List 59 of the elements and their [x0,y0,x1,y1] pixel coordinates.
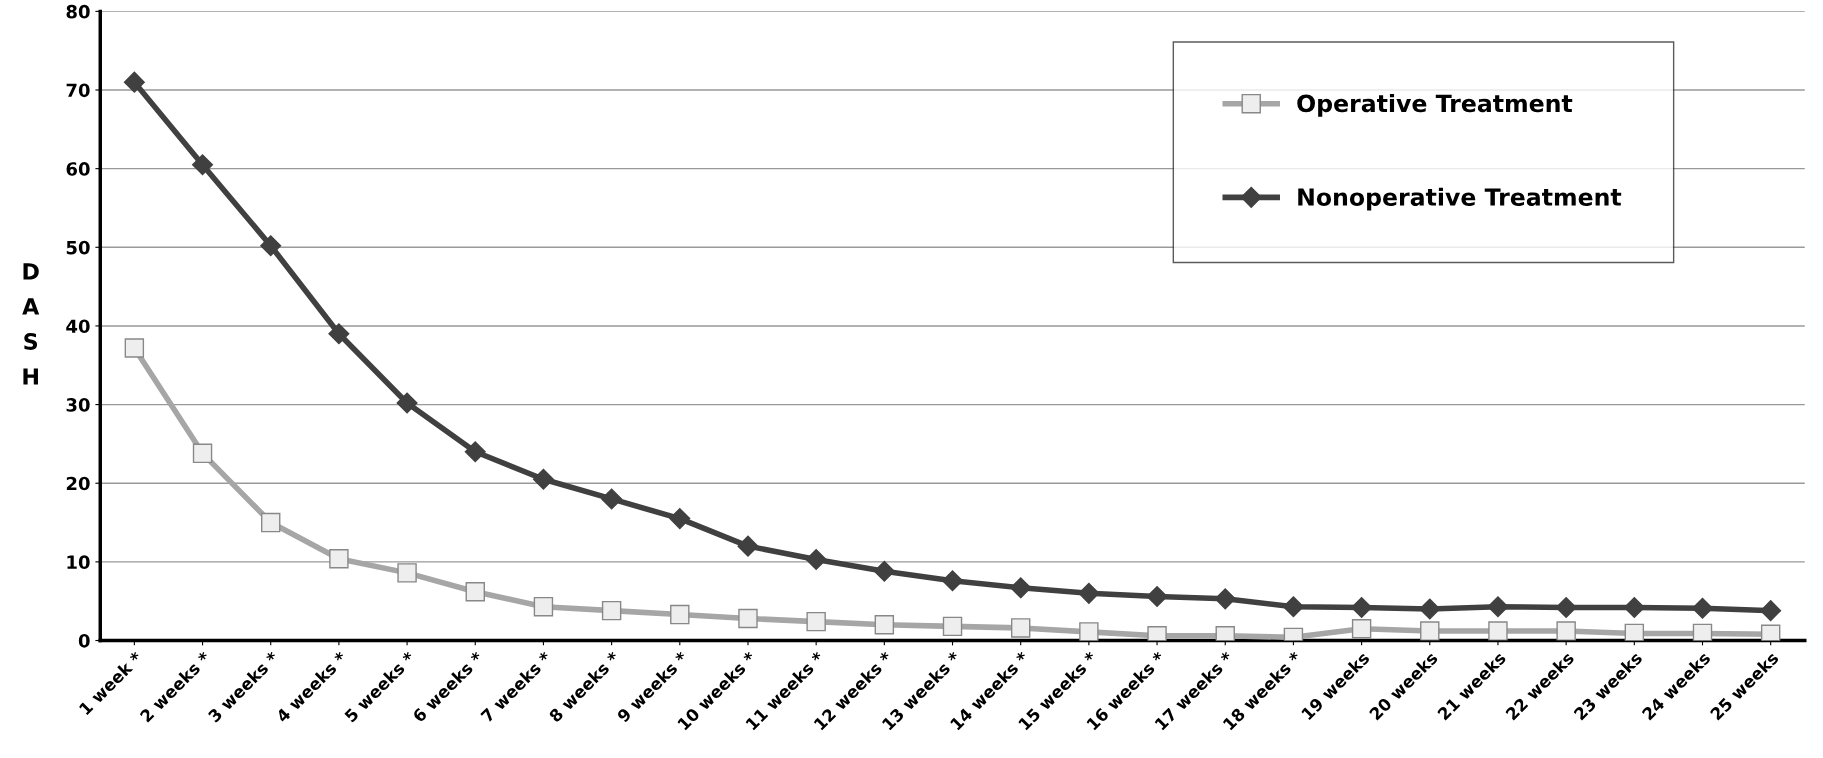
point [1010,577,1032,599]
y-axis-title: D A S H [22,263,40,385]
point [1692,623,1713,641]
point [1555,596,1577,618]
point [1419,598,1441,620]
point [669,508,691,530]
point [1624,623,1645,641]
y-tick-label: 20 [66,476,90,491]
point [1488,621,1508,641]
point [1078,582,1100,604]
point [874,615,895,635]
point [805,548,827,571]
point [1146,585,1168,607]
y-tick-label: 30 [66,398,90,412]
point [532,468,554,490]
point [1079,622,1099,641]
y-tick-label: 70 [66,83,90,98]
point [942,570,964,592]
point [464,441,486,463]
point [1282,596,1304,618]
y-tick-label: 50 [66,240,90,255]
point [1010,618,1031,638]
point [192,154,214,176]
point [329,548,349,569]
point [123,71,145,93]
point [465,582,485,602]
point [192,443,213,464]
point [1760,600,1782,622]
point [1214,588,1236,610]
y-tick-label: 60 [66,162,90,176]
y-tick-label: 80 [66,4,90,19]
point [1556,621,1576,641]
point [1351,596,1373,618]
point [1760,624,1781,641]
point [670,604,690,625]
point [601,488,623,510]
y-tick-label: 10 [67,555,90,569]
y-tick-label: 40 [66,319,90,334]
point [397,563,417,583]
point [1623,596,1645,618]
point [396,392,418,414]
point [1351,618,1372,639]
point [737,535,759,557]
y-tick-label: 0 [78,633,90,648]
point [1420,621,1440,641]
point [260,235,282,257]
point [328,323,350,345]
legend-label: Nonoperative Treatment [1298,187,1622,211]
point [806,611,826,632]
legend-label: Operative Treatment [1297,93,1573,117]
point [601,600,622,621]
point [533,596,554,617]
point [1691,597,1714,619]
point [942,616,963,637]
point [873,560,895,582]
point [124,338,145,358]
point [738,608,758,629]
point [260,512,281,533]
point [1487,596,1509,618]
